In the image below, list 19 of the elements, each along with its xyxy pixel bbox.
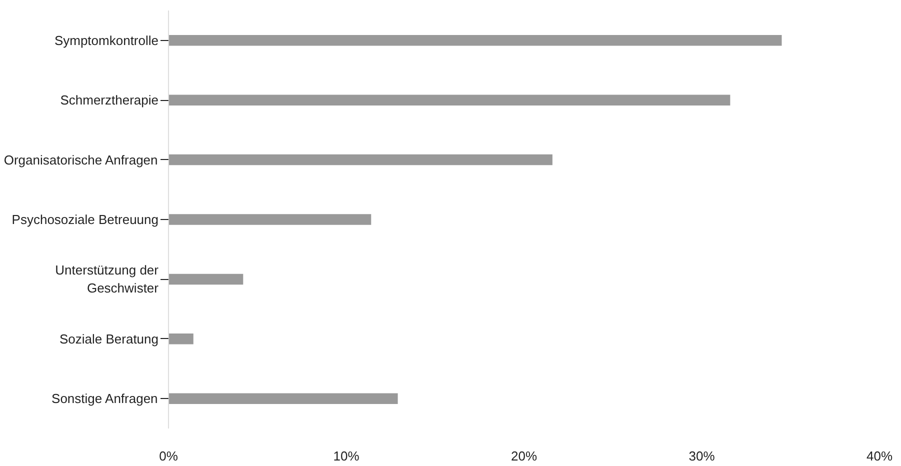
bar <box>168 274 244 285</box>
y-tick-label: Organisatorische Anfragen <box>4 152 158 168</box>
x-tick-label: 30% <box>688 448 716 464</box>
x-tick-label: 20% <box>510 448 538 464</box>
x-tick-label: 40% <box>866 448 893 464</box>
bar <box>168 34 782 46</box>
y-tick-label: Soziale Beratung <box>59 331 159 346</box>
y-tick-label: Schmerztherapie <box>60 92 159 108</box>
x-tick-label: 0% <box>159 448 178 464</box>
bar <box>168 214 372 225</box>
x-tick-label: 10% <box>333 448 360 464</box>
y-tick-label: Sonstige Anfragen <box>52 391 158 406</box>
bar <box>168 334 194 344</box>
bar <box>168 94 730 106</box>
y-tick-label: Symptomkontrolle <box>54 32 159 48</box>
y-tick-label: Unterstützung der Geschwister <box>55 262 160 296</box>
bar <box>168 393 398 404</box>
bar <box>168 154 552 166</box>
y-tick-label: Psychosoziale Betreuung <box>12 212 158 227</box>
